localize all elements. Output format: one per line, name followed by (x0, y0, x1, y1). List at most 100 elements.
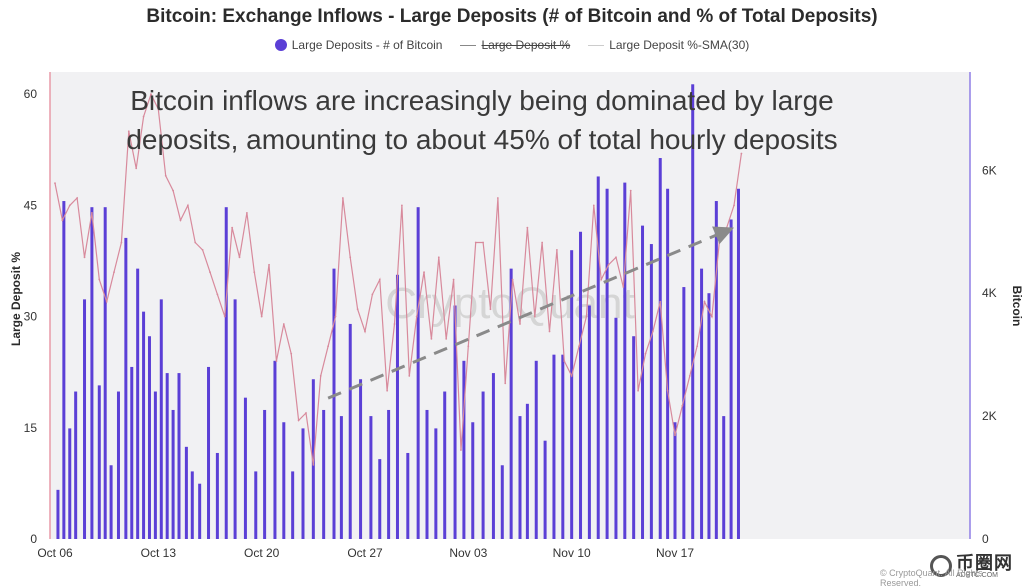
bar (233, 299, 237, 539)
site-logo-url: ADBTC.COM (956, 571, 998, 579)
line-point (674, 434, 676, 437)
line-point (688, 375, 691, 377)
line-point (305, 412, 307, 414)
bar (579, 231, 583, 539)
line-point (172, 189, 174, 192)
line-point (651, 330, 654, 333)
bar (552, 354, 556, 539)
line-point (519, 323, 521, 325)
bar (714, 201, 718, 539)
line-point (371, 293, 374, 296)
bar (614, 317, 618, 539)
line-point (61, 219, 64, 222)
bar (623, 182, 627, 539)
bar (254, 471, 258, 539)
chart-legend: Large Deposits - # of Bitcoin Large Depo… (0, 38, 1024, 52)
bar (153, 391, 157, 539)
line-point (637, 389, 639, 392)
bar (707, 293, 711, 539)
bar (301, 428, 305, 539)
bar (62, 201, 66, 539)
y-axis-right-ticks: 0 2K 4K 6K (982, 163, 997, 546)
line-point (445, 337, 448, 340)
line-point (290, 352, 293, 355)
y-left-tick-label: 15 (24, 421, 38, 435)
line-point (644, 352, 647, 355)
bar (543, 440, 547, 539)
bar (387, 409, 391, 539)
bar (673, 422, 677, 539)
bar (215, 452, 219, 539)
legend-line-icon (460, 44, 477, 46)
bar (481, 391, 485, 539)
line-point (164, 174, 167, 177)
line-point (467, 345, 470, 348)
annotation-line: deposits, amounting to about 45% of tota… (126, 124, 837, 155)
legend-item-large-deposit-pct[interactable]: Large Deposit % (460, 38, 570, 52)
bar (491, 373, 495, 539)
line-point (275, 360, 278, 362)
bar (632, 336, 636, 539)
bar (641, 225, 645, 540)
x-tick-label: Oct 13 (141, 546, 177, 560)
annotation-line: Bitcoin inflows are increasingly being d… (130, 85, 834, 116)
line-point (408, 375, 411, 377)
x-tick-label: Oct 20 (244, 546, 280, 560)
bar (332, 268, 336, 539)
bar (207, 366, 211, 539)
bar (322, 409, 326, 539)
line-point (622, 286, 625, 288)
bar (109, 465, 113, 539)
line-point (246, 211, 248, 214)
bar (177, 373, 181, 539)
line-point (474, 241, 477, 244)
line-point (460, 449, 462, 451)
legend-item-large-deposits[interactable]: Large Deposits - # of Bitcoin (274, 38, 442, 52)
line-point (659, 300, 662, 303)
y-right-tick-label: 6K (982, 163, 997, 177)
bar (291, 471, 295, 539)
line-point (209, 271, 211, 274)
bar (369, 416, 373, 539)
bar (103, 207, 107, 539)
line-point (430, 337, 433, 340)
line-point (341, 197, 344, 199)
line-point (83, 256, 86, 259)
line-point (711, 315, 713, 318)
bar (605, 188, 609, 539)
x-tick-label: Nov 10 (553, 546, 591, 560)
line-point (68, 204, 71, 207)
copyright-text: © CryptoQuant. All Rights Reserved. (880, 568, 983, 588)
legend-item-large-deposit-sma[interactable]: Large Deposit %-SMA(30) (588, 38, 749, 52)
bar (658, 158, 662, 540)
line-point (585, 315, 588, 318)
bar (649, 244, 653, 540)
line-point (120, 241, 123, 244)
y-left-tick-label: 30 (24, 310, 38, 324)
bar (348, 323, 352, 539)
bar (171, 409, 175, 539)
bar (406, 452, 410, 539)
line-point (541, 241, 544, 244)
bar (224, 207, 228, 539)
line-point (386, 389, 389, 392)
line-point (629, 189, 632, 192)
bar (729, 219, 733, 539)
line-point (319, 375, 322, 377)
bar (56, 489, 60, 539)
bar (416, 207, 420, 539)
legend-line-icon (588, 44, 605, 46)
line-point (201, 249, 204, 251)
legend-label: Large Deposit % (481, 38, 571, 52)
line-point (253, 271, 256, 274)
y-left-tick-label: 60 (24, 87, 38, 101)
line-point (349, 256, 352, 259)
bar (691, 84, 695, 539)
bar (395, 274, 399, 539)
line-point (666, 389, 669, 392)
line-point (401, 204, 403, 207)
bar (596, 176, 600, 540)
y-left-tick-label: 0 (30, 532, 37, 546)
bar (500, 465, 504, 539)
